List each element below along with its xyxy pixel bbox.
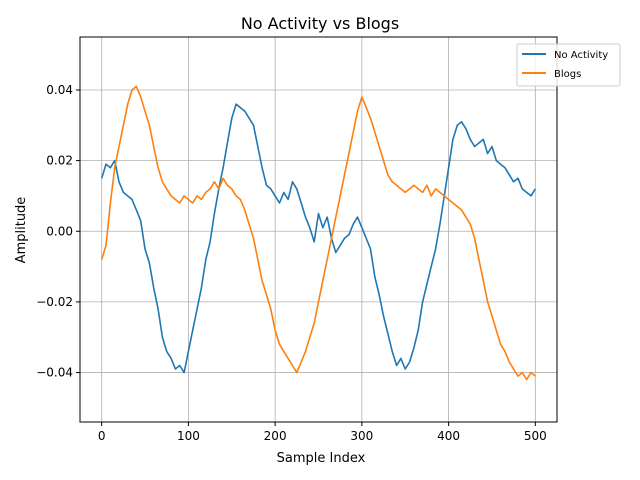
plot-frame — [79, 36, 558, 423]
y-tick-label: 0.02 — [46, 154, 73, 168]
x-tick-label: 0 — [98, 429, 106, 443]
y-tick-label: 0.04 — [46, 83, 73, 97]
x-tick-label: 500 — [524, 429, 547, 443]
legend-label-no-activity: No Activity — [554, 50, 608, 61]
x-tick-label: 400 — [437, 429, 460, 443]
x-axis-label: Sample Index — [277, 451, 366, 466]
y-tick-label: −0.02 — [36, 295, 73, 309]
chart-title: No Activity vs Blogs — [241, 14, 399, 33]
series-line-blogs — [100, 85, 536, 381]
x-tick-label: 300 — [350, 429, 373, 443]
y-tick-label: −0.04 — [36, 366, 73, 380]
x-tick-label: 200 — [264, 429, 287, 443]
x-tick-label: 100 — [177, 429, 200, 443]
series-layer — [100, 85, 536, 381]
series-line-no-activity — [100, 103, 536, 374]
grid — [80, 37, 557, 422]
ticks: 0 100 200 300 400 500 −0.04 −0.02 0.00 0.02 0.04 — [36, 83, 547, 443]
y-axis-label: Amplitude — [14, 197, 29, 264]
legend: No Activity Blogs — [516, 43, 621, 87]
legend-label-blogs: Blogs — [554, 69, 581, 80]
y-tick-label: 0.00 — [46, 224, 73, 238]
